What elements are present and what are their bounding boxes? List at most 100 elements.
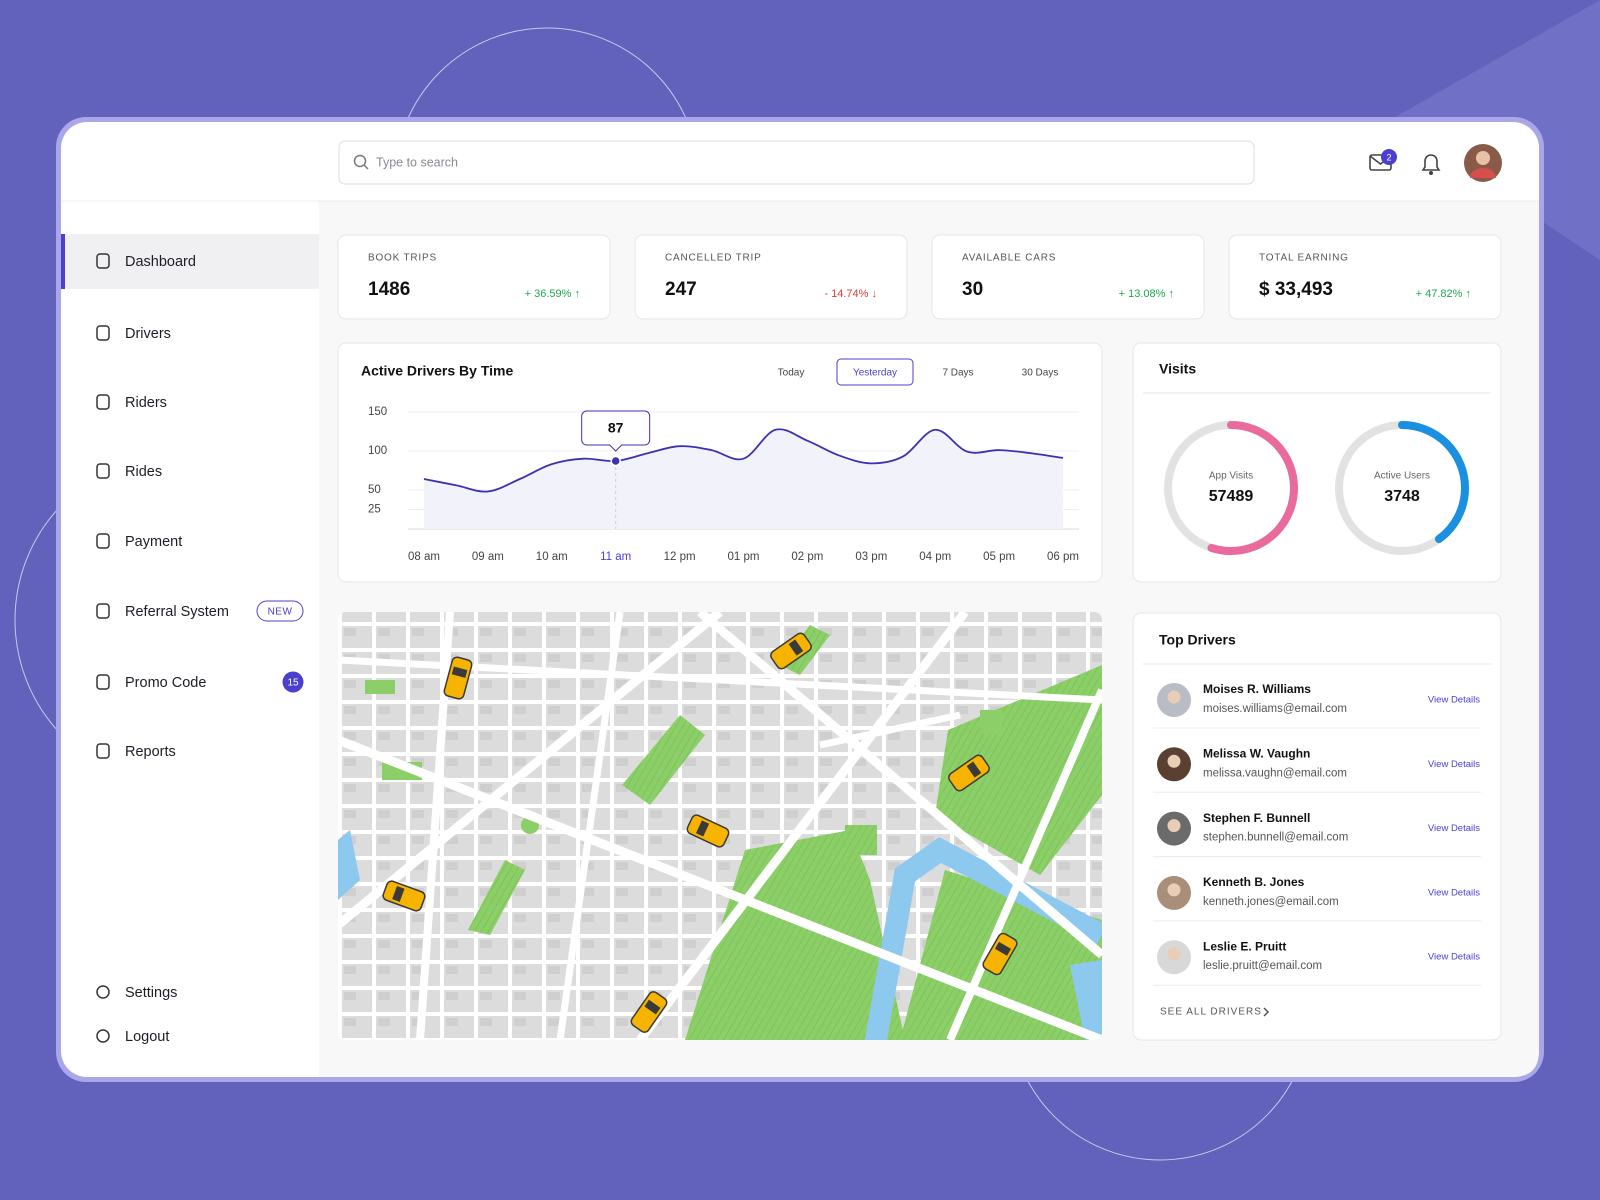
area-fill (423, 429, 1064, 529)
nav-label: Logout (125, 1029, 169, 1045)
view-details[interactable]: View Details (1428, 759, 1480, 770)
tooltip-point (610, 455, 621, 467)
taxi (686, 814, 730, 848)
chart-title: Active Drivers By Time (361, 363, 513, 379)
chevron (1263, 1007, 1270, 1017)
driver-name: Moises R. Williams (1203, 682, 1311, 696)
tooltip-value: 87 (608, 420, 624, 436)
stat-label: TOTAL EARNING (1259, 253, 1349, 264)
road (416, 612, 454, 1040)
taxi-body (686, 814, 730, 848)
road (636, 612, 969, 1040)
filter-label: Today (778, 368, 805, 379)
stat-label: CANCELLED TRIP (665, 253, 762, 264)
stat-change: + 36.59% ↑ (525, 288, 580, 300)
view-details[interactable]: View Details (1428, 695, 1480, 706)
taxi-body (948, 754, 990, 792)
y-tick-label: 100 (368, 445, 387, 457)
filter-label: Yesterday (853, 368, 897, 379)
visits-title: Visits (1159, 361, 1196, 377)
taxi-body (630, 991, 668, 1033)
driver-name: Stephen F. Bunnell (1203, 811, 1310, 825)
filter-tab[interactable] (920, 359, 996, 385)
nav-item[interactable] (65, 306, 319, 361)
nav-icon (96, 985, 110, 999)
nav-label: Referral System (125, 604, 229, 620)
stat-card (337, 234, 611, 320)
search-box[interactable] (338, 140, 1255, 185)
x-tick-label: 08 am (408, 551, 440, 563)
taxi-body (982, 932, 1018, 976)
donut-arc (1164, 421, 1298, 555)
driver-name: Kenneth B. Jones (1203, 875, 1305, 889)
nav-badge (256, 600, 304, 622)
filter-label: 7 Days (942, 368, 973, 379)
line (423, 428, 1064, 493)
y-tick-label: 25 (368, 504, 381, 516)
nav-active-bar (61, 234, 65, 289)
taxi (948, 754, 990, 792)
view-details[interactable]: View Details (1428, 823, 1480, 834)
nav-label: Promo Code (125, 675, 206, 691)
bell-icon[interactable] (1421, 154, 1441, 171)
driver-email: moises.williams@email.com (1203, 703, 1347, 715)
road (946, 688, 1102, 1040)
stat-change: - 14.74% ↓ (824, 288, 877, 300)
driver-avatar-face (1167, 883, 1181, 897)
nav-badge-text: NEW (268, 607, 293, 618)
filter-tab[interactable] (836, 358, 914, 386)
taxi (630, 991, 668, 1033)
view-details[interactable]: View Details (1428, 952, 1480, 963)
ui-layer: Dashboard Drivers Riders Rides Payment Referr… (61, 234, 1502, 1054)
stat-label: AVAILABLE CARS (962, 253, 1056, 264)
stat-change: + 13.08% ↑ (1119, 288, 1174, 300)
driver-name: Melissa W. Vaughn (1203, 746, 1310, 760)
nav-item[interactable] (65, 375, 319, 430)
nav-icon (96, 394, 110, 410)
x-tick-label: 10 am (536, 551, 568, 563)
nav-icon (96, 674, 110, 690)
donut-value: 3748 (1384, 488, 1420, 505)
nav-item[interactable] (65, 444, 319, 499)
view-details[interactable]: View Details (1428, 887, 1480, 898)
filter-tab[interactable] (753, 359, 829, 385)
nav-item[interactable] (65, 1018, 319, 1054)
nav-icon (96, 743, 110, 759)
stat-card (634, 234, 908, 320)
driver-name: Leslie E. Pruitt (1203, 939, 1286, 953)
nav-icon (96, 533, 110, 549)
stat-value: 1486 (368, 279, 410, 300)
river (338, 830, 360, 900)
stat-card (1228, 234, 1502, 320)
stat-card (931, 234, 1205, 320)
driver-avatar-face (1167, 819, 1181, 833)
nav-item[interactable] (65, 724, 319, 779)
driver-email: stephen.bunnell@email.com (1203, 832, 1348, 844)
stat-label: BOOK TRIPS (368, 253, 437, 264)
taxi (982, 932, 1018, 976)
donut-label: App Visits (1209, 471, 1253, 482)
park (365, 680, 395, 694)
park (468, 860, 525, 935)
taxi-window (966, 761, 982, 778)
driver-email: kenneth.jones@email.com (1203, 896, 1339, 908)
x-tick-label: 04 pm (919, 551, 951, 563)
x-tick-label: 05 pm (983, 551, 1015, 563)
park (935, 665, 1102, 875)
see-all[interactable]: SEE ALL DRIVERS (1160, 1007, 1262, 1018)
user-avatar (1470, 168, 1496, 178)
x-tick-label: 09 am (472, 551, 504, 563)
x-tick-label: 12 pm (664, 551, 696, 563)
map[interactable] (338, 612, 1102, 1045)
nav-label: Settings (125, 985, 177, 1001)
filter-tab[interactable] (1002, 359, 1078, 385)
nav-item[interactable] (65, 514, 319, 569)
driver-avatar-face (1167, 690, 1181, 704)
donut-arc (1335, 421, 1469, 555)
nav-item[interactable] (65, 974, 319, 1010)
nav-icon (96, 463, 110, 479)
taxi-window (392, 886, 405, 902)
park (622, 715, 705, 805)
